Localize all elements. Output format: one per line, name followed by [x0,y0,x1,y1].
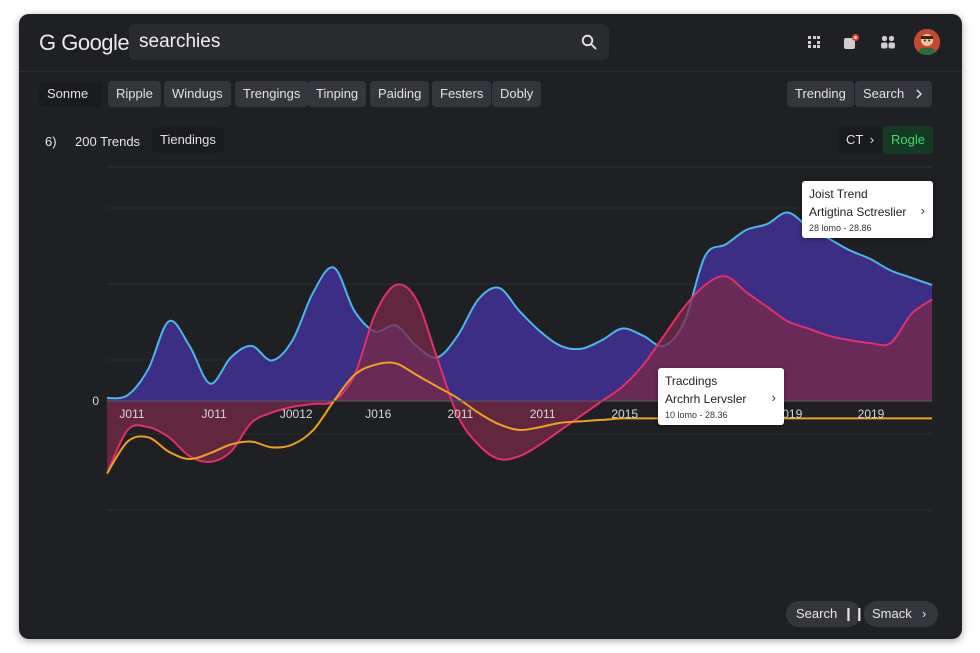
filter-chip-tinping[interactable]: Tinping [308,81,367,107]
x-tick-label: 2015 [611,407,638,421]
ct-label: CT [846,132,864,147]
app-window: G Google [19,14,962,639]
bottom-smack-control[interactable]: Smack › [864,601,938,627]
rogle-button[interactable]: Rogle [883,126,933,154]
filter-chip-ripple[interactable]: Ripple [108,81,161,107]
filter-chip-windugs[interactable]: Windugs [164,81,231,107]
chevron-right-icon: › [920,203,925,218]
x-tick-label: 2011 [447,407,473,421]
notifications-button[interactable] [841,32,861,52]
trend-chart: 0 J011J011J0012J016201120112015201520192… [92,166,933,511]
filter-chip-paiding[interactable]: Paiding [370,81,430,107]
tooltip-mid-meta: 10 lomo - 28.36 [665,410,728,420]
search-icon [581,34,597,50]
search-nav-label: Search [863,86,905,101]
chart-series [106,211,933,475]
search-button[interactable] [577,30,601,54]
account-switch-button[interactable] [878,32,898,52]
orange-trend-line [106,361,932,475]
results-index: 6) [45,134,57,149]
search-bar[interactable] [129,24,609,60]
filter-chip-first[interactable]: Sonme [39,81,103,107]
google-logo[interactable]: G Google [39,30,130,55]
tooltip-mid-subtitle: Archrh Lervsler [665,392,747,406]
avatar[interactable] [914,29,940,55]
pink-trend-line [106,275,933,474]
grid-icon [808,36,820,48]
blue-trend-line [106,211,933,400]
pause-icon[interactable]: ❙❙ [843,606,865,621]
chevron-right-icon: › [771,390,776,405]
search-nav-button[interactable]: Search [855,81,933,107]
tooltip-top-meta: 28 lomo - 28.86 [809,223,872,233]
people-icon [881,35,895,49]
x-tick-label: J011 [119,407,144,421]
x-tick-label: J0012 [280,407,313,421]
chevron-right-icon: › [869,132,875,147]
x-tick-label: J016 [365,407,391,421]
bottom-search-control[interactable]: Search ❙❙ [786,601,865,627]
tooltip-mid-title: Tracdings [665,374,718,388]
header: G Google [19,14,962,72]
trend-count: 200 Trends [75,134,141,149]
trending-button[interactable]: Trending [787,81,854,107]
x-tick-label: 2019 [858,407,885,421]
bottom-smack-label: Smack [872,606,912,621]
ct-button[interactable]: CT › [838,127,883,153]
filter-chip-dobly[interactable]: Dobly [492,81,542,107]
chevron-right-icon: › [922,606,927,621]
y-zero-label: 0 [92,394,99,408]
filter-chip-trengings[interactable]: Trengings [235,81,309,107]
x-tick-label: J011 [202,407,227,421]
chevron-right-icon [916,89,923,99]
tab-tiendings[interactable]: Tiendings [152,127,224,153]
filter-chip-festers[interactable]: Festers [432,81,492,107]
search-input[interactable] [139,28,559,56]
bottom-search-label: Search [796,606,838,621]
tooltip-mid[interactable]: Tracdings Archrh Lervsler 10 lomo - 28.3… [658,368,784,425]
apps-button[interactable] [804,32,824,52]
notification-icon [844,33,860,49]
x-tick-label: 2011 [530,407,556,421]
tooltip-top-subtitle: Artigtina Sctreslier [809,205,907,219]
avatar-icon [914,29,940,55]
tooltip-top[interactable]: Joist Trend Artigtina Sctreslier 28 lomo… [802,181,933,238]
pink-trend-area [107,276,932,474]
tooltip-top-title: Joist Trend [809,187,868,201]
